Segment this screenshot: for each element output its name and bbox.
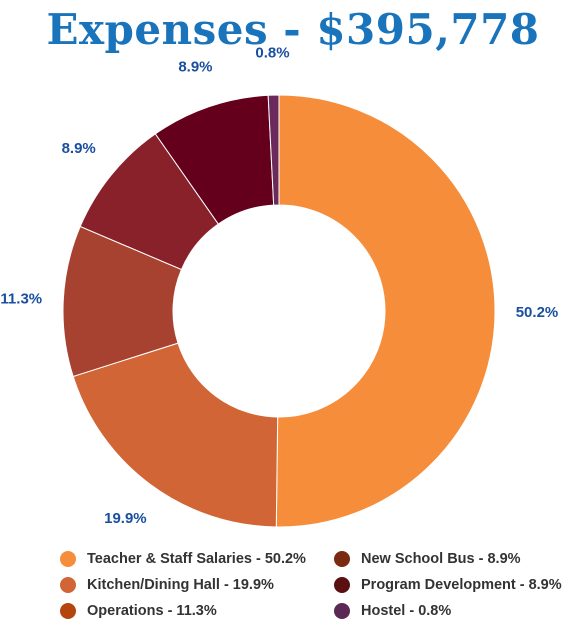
slice-label-program-development: 8.9%: [178, 58, 212, 75]
slice-label-hostel: 0.8%: [255, 45, 289, 62]
donut-slices: [62, 94, 496, 528]
chart-title: Expenses - $395,778: [46, 5, 540, 54]
slice-teacher-and-staff-salaries: [275, 94, 496, 528]
slice-label-kitchen-dining-hall: 19.9%: [104, 510, 147, 527]
slice-hostel: [267, 94, 280, 206]
slice-kitchen-dining-hall: [72, 342, 279, 528]
slice-label-new-school-bus: 8.9%: [62, 140, 96, 157]
slice-labels: 50.2% 19.9% 11.3% 8.9% 8.9% 0.8%: [0, 45, 558, 527]
slice-label-teacher-and-staff-salaries: 50.2%: [516, 304, 559, 321]
slice-label-operations: 11.3%: [0, 290, 42, 307]
